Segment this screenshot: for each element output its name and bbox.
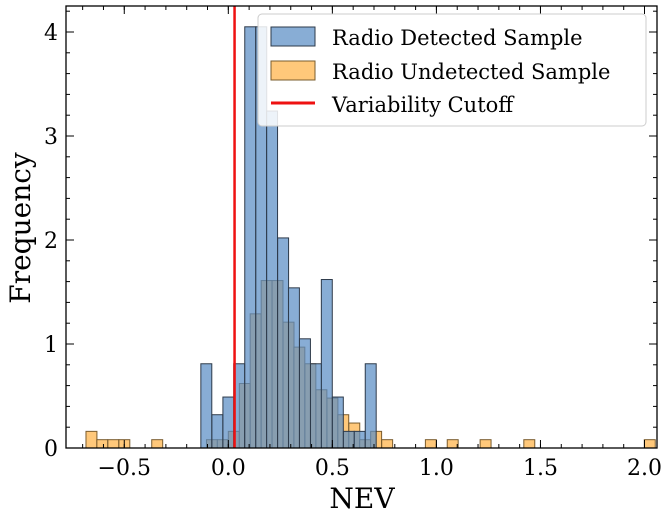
- bar-detected-14: [353, 430, 366, 449]
- bar-undetected-21: [381, 439, 394, 449]
- x-tick-label-2: 0.5: [315, 456, 350, 481]
- bar-undetected-24: [479, 439, 492, 449]
- bar-detected-4: [244, 26, 257, 449]
- x-tick-label-1: 0.0: [211, 456, 246, 481]
- legend-label-detected: Radio Detected Sample: [332, 26, 583, 50]
- bar-detected-0: [200, 363, 213, 449]
- bar-detected-12: [331, 396, 344, 449]
- x-tick-label-3: 1.0: [419, 456, 454, 481]
- bar-detected-9: [298, 338, 311, 449]
- bar-detected-10: [310, 363, 322, 449]
- detected-series: [200, 26, 377, 449]
- y-tick-label-4: 4: [44, 21, 58, 46]
- bar-detected-15: [364, 363, 377, 449]
- plot-frame: [65, 5, 658, 449]
- bar-undetected-2: [107, 439, 120, 449]
- bar-undetected-22: [424, 439, 437, 449]
- x-tick-label-4: 1.5: [523, 456, 558, 481]
- y-tick-label-2: 2: [44, 229, 58, 254]
- x-axis-label: NEV: [329, 482, 395, 515]
- bar-detected-11: [320, 279, 333, 449]
- bar-undetected-25: [523, 439, 536, 449]
- y-tick-label-1: 1: [44, 333, 58, 358]
- legend-frame: [257, 13, 647, 127]
- legend-label-undetected: Radio Undetected Sample: [332, 60, 610, 84]
- bar-undetected-0: [85, 430, 98, 449]
- x-tick-label-0: −0.5: [98, 456, 151, 481]
- x-tick-label-5: 2.0: [627, 456, 662, 481]
- axes: −0.5 0.0 0.5 1.0 1.5 2.0 0 1 2 3 4: [44, 5, 662, 481]
- y-tick-label-3: 3: [44, 125, 58, 150]
- y-axis-label: Frequency: [4, 152, 37, 304]
- bar-detected-8: [287, 287, 300, 449]
- legend: Radio Detected Sample Radio Undetected S…: [257, 13, 647, 127]
- legend-label-cutoff: Variability Cutoff: [331, 93, 515, 117]
- bar-undetected-23: [446, 439, 459, 449]
- bar-detected-7: [277, 237, 290, 449]
- bar-undetected-26: [643, 439, 656, 449]
- bar-undetected-4: [151, 439, 164, 449]
- y-tick-label-0: 0: [44, 437, 58, 462]
- bar-detected-1: [211, 414, 224, 449]
- legend-swatch-detected: [270, 26, 316, 47]
- bar-undetected-1: [96, 439, 109, 449]
- bar-detected-6: [266, 110, 279, 449]
- legend-swatch-undetected: [270, 60, 316, 81]
